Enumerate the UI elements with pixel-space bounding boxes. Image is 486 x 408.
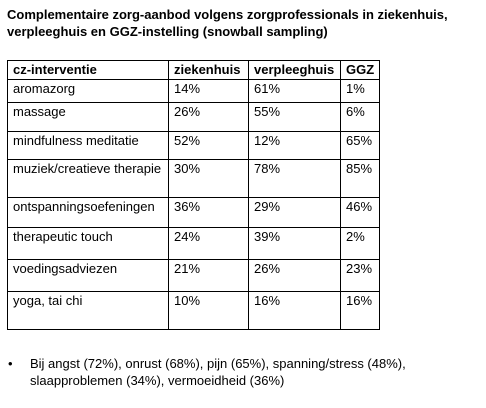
table-cell: massage <box>7 102 169 132</box>
title-line: verpleeghuis en GGZ-instelling (snowball… <box>7 24 328 39</box>
table-cell: 65% <box>339 131 381 160</box>
table-cell: 24% <box>168 227 249 260</box>
table-cell: 55% <box>248 102 341 132</box>
table-cell: 2% <box>339 227 381 260</box>
table-cell: 12% <box>248 131 341 160</box>
table-cell: 14% <box>168 79 249 103</box>
table-row: massage 26% 55% 6% <box>7 102 381 132</box>
table-cell: 21% <box>168 259 249 292</box>
table-row: mindfulness meditatie 52% 12% 65% <box>7 131 381 160</box>
table-row: therapeutic touch 24% 39% 2% <box>7 227 381 260</box>
table-cell: muziek/creatieve therapie <box>7 159 169 198</box>
table-row: voedingsadviezen 21% 26% 23% <box>7 259 381 292</box>
table: cz-interventie ziekenhuis verpleeghuis GGZ a… <box>7 60 381 330</box>
table-cell: 23% <box>339 259 381 292</box>
table-cell: 39% <box>248 227 341 260</box>
column-header: verpleeghuis <box>248 60 341 80</box>
note-text: Bij angst (72%), onrust (68%), pijn (65%… <box>30 356 406 388</box>
table-cell: 46% <box>339 197 381 228</box>
table-cell: 36% <box>168 197 249 228</box>
table-cell: 16% <box>248 291 341 330</box>
table-row: muziek/creatieve therapie 30% 78% 85% <box>7 159 381 198</box>
column-header: GGZ <box>339 60 381 80</box>
table-cell: aromazorg <box>7 79 169 103</box>
table-cell: 6% <box>339 102 381 132</box>
table-cell: 16% <box>339 291 381 330</box>
table-cell: ontspanningsoefeningen <box>7 197 169 228</box>
table-cell: 78% <box>248 159 341 198</box>
table-cell: 29% <box>248 197 341 228</box>
header-row: cz-interventie ziekenhuis verpleeghuis GGZ <box>7 60 381 80</box>
table-row: ontspanningsoefeningen 36% 29% 46% <box>7 197 381 228</box>
table-cell: 1% <box>339 79 381 103</box>
table-cell: 26% <box>168 102 249 132</box>
table-cell: mindfulness meditatie <box>7 131 169 160</box>
bullet-marker: • <box>8 356 13 371</box>
table-cell: 61% <box>248 79 341 103</box>
table-cell: therapeutic touch <box>7 227 169 260</box>
column-header: ziekenhuis <box>168 60 249 80</box>
table-cell: 10% <box>168 291 249 330</box>
table-cell: 26% <box>248 259 341 292</box>
table-cell: 30% <box>168 159 249 198</box>
table-cell: voedingsadviezen <box>7 259 169 292</box>
table-row: aromazorg 14% 61% 1% <box>7 79 381 103</box>
title: Complementaire zorg-aanbod volgens zorgp… <box>7 6 477 40</box>
column-header: cz-interventie <box>7 60 169 80</box>
table-cell: yoga, tai chi <box>7 291 169 330</box>
table-row: yoga, tai chi 10% 16% 16% <box>7 291 381 330</box>
table-cell: 85% <box>339 159 381 198</box>
table-cell: 52% <box>168 131 249 160</box>
note-list: • Bij angst (72%), onrust (68%), pijn (65… <box>8 355 448 389</box>
title-line: Complementaire zorg-aanbod volgens zorgp… <box>7 7 448 22</box>
